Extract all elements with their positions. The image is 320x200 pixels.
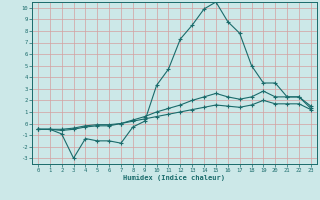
X-axis label: Humidex (Indice chaleur): Humidex (Indice chaleur) [124,175,225,181]
